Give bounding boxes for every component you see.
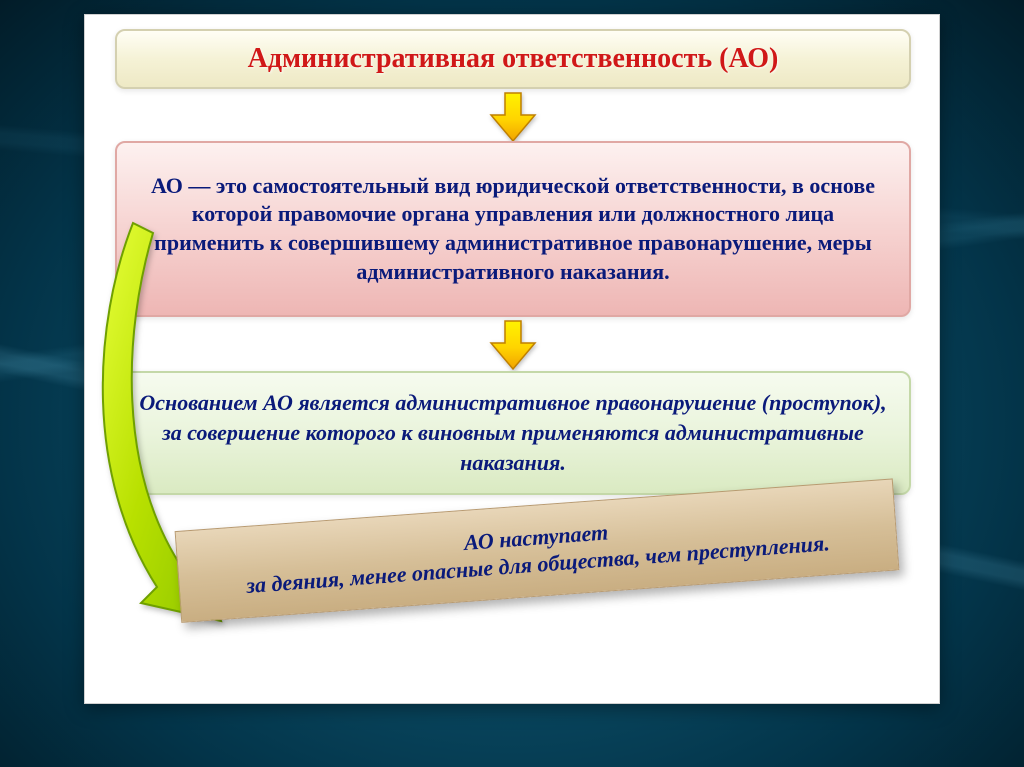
note-text: АО наступает за деяния, менее опасные дл…: [243, 502, 830, 600]
title-box: Административная ответственность (АО): [115, 29, 911, 89]
definition-box: АО — это самостоятельный вид юридической…: [115, 141, 911, 317]
note-box: АО наступает за деяния, менее опасные дл…: [175, 478, 900, 622]
title-text: Административная ответственность (АО): [248, 43, 779, 75]
basis-box: Основанием АО является административное …: [115, 371, 911, 495]
definition-text: АО — это самостоятельный вид юридической…: [141, 172, 885, 286]
arrow-down-icon: [485, 89, 541, 145]
arrow-down-icon: [485, 317, 541, 373]
note-container: АО наступает за деяния, менее опасные дл…: [175, 477, 924, 651]
basis-text: Основанием АО является административное …: [137, 388, 889, 477]
content-panel: Административная ответственность (АО) АО…: [84, 14, 940, 704]
